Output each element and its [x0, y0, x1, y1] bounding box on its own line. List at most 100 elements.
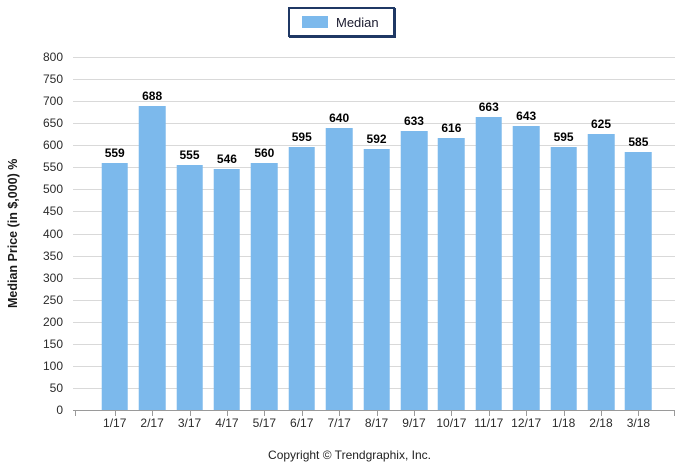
bar-slot: 625 [582, 57, 619, 416]
y-axis-tick-label: 750 [42, 72, 63, 87]
bar [438, 138, 465, 410]
gridline [73, 123, 675, 125]
bar-slot: 559 [96, 57, 133, 416]
y-axis-tick-label: 650 [42, 116, 63, 131]
bar-value-label: 559 [104, 146, 125, 161]
y-axis-tick-label: 400 [42, 226, 63, 241]
gridline [73, 57, 675, 58]
y-axis-tick-label: 700 [42, 94, 63, 109]
y-axis-tick-label: 550 [42, 160, 63, 175]
x-axis-tick [563, 411, 565, 416]
x-axis-tick-label: 1/18 [551, 416, 576, 430]
bar [400, 130, 428, 410]
x-axis-tick [189, 411, 191, 416]
bar-value-label: 643 [516, 109, 537, 124]
bar [587, 134, 615, 410]
bar-value-label: 625 [590, 117, 611, 132]
y-axis-tick-label: 150 [42, 336, 63, 351]
legend-box: Median [288, 7, 395, 37]
y-axis-tick-label: 50 [49, 380, 63, 395]
y-axis-tick-labels: 0 50 100 150 200 250 300 350 400 450 500 550 600 650 7… [0, 50, 69, 417]
gridline [73, 145, 675, 147]
y-axis-tick-label: 100 [42, 358, 63, 373]
bar-slot: 640 [320, 57, 357, 416]
gridline [73, 79, 675, 81]
y-axis-tick-label: 300 [42, 270, 63, 285]
bar-series-median: 559 688 555 546 560 595 640 592 633 616 663 643 595 6… [96, 57, 657, 416]
bar-value-label: 616 [441, 121, 462, 136]
bar-slot: 560 [246, 57, 283, 416]
x-axis-tick-label: 6/17 [290, 416, 314, 430]
bar-slot: 592 [358, 57, 395, 416]
bar-value-label: 640 [329, 110, 350, 125]
bar [550, 147, 577, 410]
x-axis-tick-label: 4/17 [215, 416, 239, 430]
x-axis-tick [114, 411, 116, 416]
x-axis-tick-label: 1/17 [103, 416, 127, 430]
x-axis-tick [526, 411, 528, 416]
x-axis-tick-label: 3/18 [626, 416, 651, 430]
y-axis-tick-label: 0 [56, 403, 63, 417]
bar [101, 163, 128, 410]
x-axis-tick [226, 411, 228, 416]
bar [325, 127, 353, 410]
gridline [73, 101, 675, 103]
legend-swatch-median [302, 16, 328, 28]
x-axis-tick-label: 8/17 [364, 416, 389, 430]
y-axis-tick-label: 600 [42, 138, 63, 153]
bar [512, 126, 540, 410]
x-axis-tick-label: 3/17 [177, 416, 202, 430]
bar [475, 117, 503, 410]
x-axis-tick [301, 411, 303, 416]
bar-slot: 663 [470, 57, 507, 416]
x-axis-tick [339, 411, 341, 416]
bar-slot: 643 [507, 57, 544, 416]
x-axis-tick-label: 2/18 [589, 416, 613, 430]
x-axis-tick-label: 5/17 [252, 416, 276, 430]
x-axis-tick [413, 411, 415, 416]
y-axis-tick-label: 500 [42, 182, 63, 197]
bar-value-label: 585 [628, 134, 649, 149]
bar-value-label: 592 [366, 131, 387, 146]
bar-slot: 688 [133, 57, 170, 416]
bar-value-label: 555 [179, 148, 200, 163]
legend-label: Median [336, 14, 379, 30]
bar-value-label: 560 [254, 145, 275, 160]
x-axis-tick-label: 12/17 [511, 416, 542, 430]
bar-slot: 595 [545, 57, 582, 416]
bar [625, 151, 652, 410]
x-axis-tick-label: 11/17 [474, 416, 504, 430]
bar [138, 106, 166, 410]
copyright-footer: Copyright © Trendgraphix, Inc. [268, 448, 431, 462]
x-axis-tick-label: 9/17 [402, 416, 426, 430]
bar [213, 169, 241, 410]
y-axis-tick-label: 350 [42, 248, 63, 263]
x-axis-tick [600, 411, 602, 416]
bar-value-label: 595 [553, 130, 574, 145]
bar [251, 162, 278, 410]
y-axis-tick-label: 200 [42, 314, 63, 329]
x-axis-end-tick-right [674, 411, 675, 416]
x-axis-tick-label: 10/17 [436, 416, 467, 430]
x-axis-tick-label: 2/17 [140, 416, 164, 430]
bar-slot: 633 [395, 57, 432, 416]
x-axis-tick [451, 411, 453, 416]
bar-value-label: 663 [478, 100, 499, 115]
bar-slot: 555 [171, 57, 208, 416]
x-axis-tick [376, 411, 378, 416]
y-axis-tick-label: 250 [42, 292, 63, 307]
bar-slot: 595 [283, 57, 320, 416]
x-axis-tick [152, 411, 154, 416]
bar-value-label: 546 [216, 152, 237, 167]
x-axis-tick-labels: 1/17 2/17 3/17 4/17 5/17 6/17 7/17 8/17 9/17 10/1… [96, 416, 657, 430]
plot-area: 559 688 555 546 560 595 640 592 633 616 663 643 595 6… [73, 57, 675, 416]
x-axis-tick [638, 411, 640, 416]
bar-value-label: 688 [142, 89, 163, 104]
y-axis-tick-label: 800 [42, 50, 63, 64]
y-axis-tick-label: 450 [42, 204, 63, 219]
bar [176, 165, 203, 410]
bar-value-label: 633 [403, 113, 424, 128]
bar-slot: 546 [208, 57, 245, 416]
bar-slot: 585 [620, 57, 657, 416]
